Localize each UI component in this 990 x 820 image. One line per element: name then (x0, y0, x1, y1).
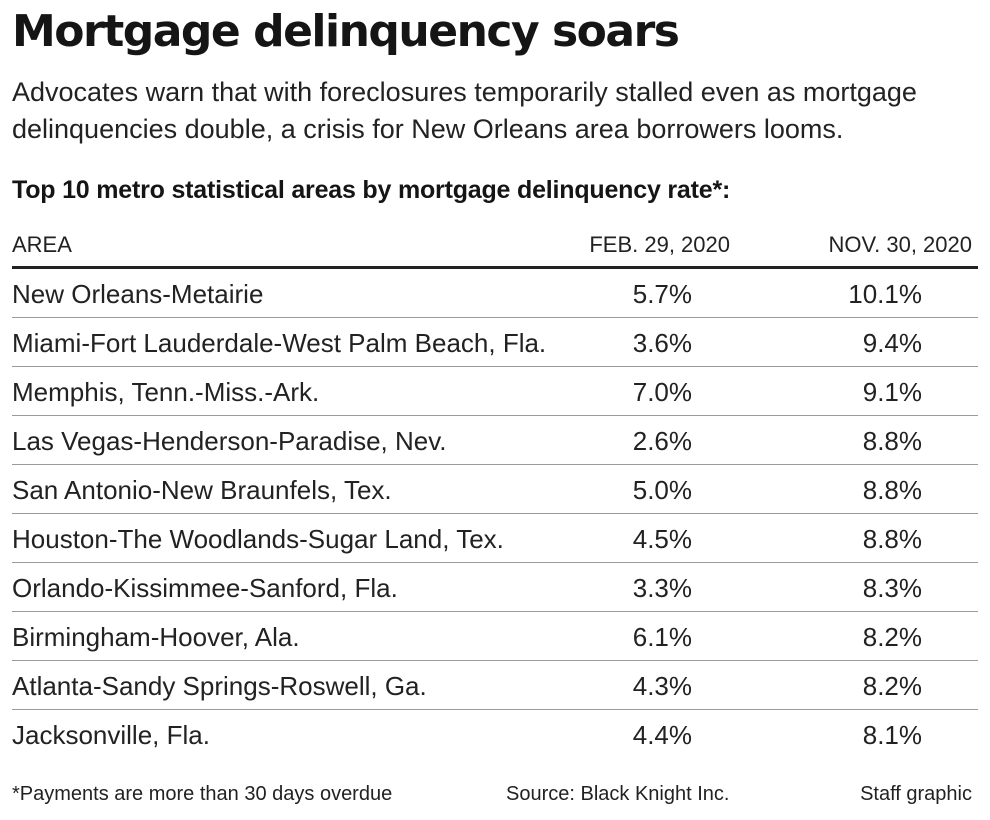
cell-area: Atlanta-Sandy Springs-Roswell, Ga. (12, 671, 427, 701)
table-row: Birmingham-Hoover, Ala. 6.1% 8.2% (12, 612, 978, 661)
column-header-nov: NOV. 30, 2020 (828, 232, 972, 257)
table-row: Memphis, Tenn.-Miss.-Ark. 7.0% 9.1% (12, 367, 978, 416)
cell-area: Birmingham-Hoover, Ala. (12, 622, 300, 652)
headline: Mortgage delinquency soars (12, 6, 680, 57)
table-title: Top 10 metro statistical areas by mortga… (12, 176, 731, 204)
cell-area: Las Vegas-Henderson-Paradise, Nev. (12, 426, 447, 456)
cell-feb-rate: 6.1% (632, 622, 692, 652)
table-row: Jacksonville, Fla. 4.4% 8.1% (12, 710, 978, 758)
footnote: *Payments are more than 30 days overdue (12, 783, 393, 805)
deck: Advocates warn that with foreclosures te… (12, 77, 917, 144)
table-row: Miami-Fort Lauderdale-West Palm Beach, F… (12, 318, 978, 367)
table-header: AREA FEB. 29, 2020 NOV. 30, 2020 (12, 226, 978, 269)
cell-nov-rate: 9.4% (862, 328, 922, 358)
cell-area: Memphis, Tenn.-Miss.-Ark. (12, 377, 320, 407)
cell-nov-rate: 8.2% (862, 671, 922, 701)
cell-feb-rate: 2.6% (632, 426, 692, 456)
table-body: New Orleans-Metairie 5.7% 10.1% Miami-Fort … (12, 269, 978, 758)
cell-area: Miami-Fort Lauderdale-West Palm Beach, F… (12, 328, 547, 358)
table-row: Atlanta-Sandy Springs-Roswell, Ga. 4.3% 8.… (12, 661, 978, 710)
delinquency-table: AREA FEB. 29, 2020 NOV. 30, 2020 New Orl… (12, 226, 978, 758)
cell-feb-rate: 7.0% (632, 377, 692, 407)
graphic-credit: Staff graphic (860, 783, 972, 805)
table-row: Orlando-Kissimmee-Sanford, Fla. 3.3% 8.3% (12, 563, 978, 612)
cell-nov-rate: 9.1% (862, 377, 922, 407)
column-header-feb: FEB. 29, 2020 (589, 232, 730, 257)
table-row: New Orleans-Metairie 5.7% 10.1% (12, 269, 978, 318)
column-header-area: AREA (12, 232, 72, 257)
table-row: San Antonio-New Braunfels, Tex. 5.0% 8.8% (12, 465, 978, 514)
cell-feb-rate: 5.7% (632, 279, 692, 309)
cell-feb-rate: 3.3% (632, 573, 692, 603)
cell-feb-rate: 5.0% (632, 475, 692, 505)
cell-feb-rate: 4.5% (632, 524, 692, 554)
table-row: Houston-The Woodlands-Sugar Land, Tex. 4.… (12, 514, 978, 563)
cell-nov-rate: 8.3% (862, 573, 922, 603)
cell-nov-rate: 8.8% (862, 426, 922, 456)
cell-area: Jacksonville, Fla. (12, 720, 210, 750)
source-credit: Source: Black Knight Inc. (506, 783, 730, 805)
cell-area: Houston-The Woodlands-Sugar Land, Tex. (12, 524, 504, 554)
cell-area: New Orleans-Metairie (12, 279, 264, 309)
cell-nov-rate: 8.8% (862, 475, 922, 505)
cell-nov-rate: 8.2% (862, 622, 922, 652)
cell-nov-rate: 8.1% (862, 720, 922, 750)
cell-nov-rate: 10.1% (848, 279, 922, 309)
cell-feb-rate: 4.4% (632, 720, 692, 750)
cell-feb-rate: 3.6% (632, 328, 692, 358)
cell-nov-rate: 8.8% (862, 524, 922, 554)
cell-feb-rate: 4.3% (632, 671, 692, 701)
cell-area: San Antonio-New Braunfels, Tex. (12, 475, 392, 505)
cell-area: Orlando-Kissimmee-Sanford, Fla. (12, 573, 398, 603)
table-row: Las Vegas-Henderson-Paradise, Nev. 2.6% 8.… (12, 416, 978, 465)
